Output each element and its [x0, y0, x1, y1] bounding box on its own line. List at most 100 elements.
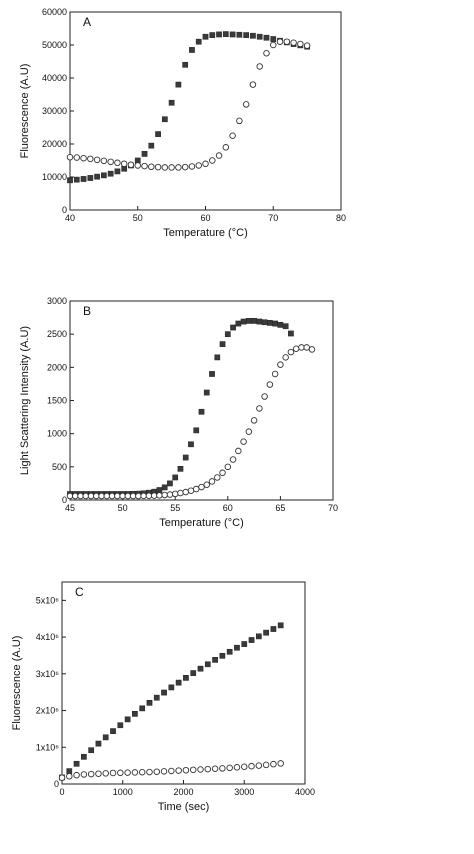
- y-tick-label: 2x10⁶: [36, 706, 60, 716]
- data-point-circle: [261, 393, 268, 400]
- data-point-circle: [66, 153, 74, 161]
- data-point-circle: [127, 161, 135, 169]
- data-point-square: [182, 61, 189, 68]
- y-tick-label: 40000: [42, 73, 67, 83]
- data-point-square: [288, 330, 294, 337]
- data-point-circle: [98, 492, 105, 500]
- data-point-circle: [154, 163, 162, 171]
- data-point-square: [95, 740, 102, 747]
- data-point-square: [222, 31, 229, 37]
- data-point-square: [193, 427, 200, 434]
- data-point-circle: [73, 154, 81, 161]
- data-point-square: [117, 722, 124, 729]
- data-point-square: [124, 716, 131, 723]
- data-point-circle: [66, 492, 74, 500]
- data-point-circle: [175, 767, 182, 774]
- data-point-circle: [153, 768, 161, 775]
- data-point-circle: [117, 769, 124, 777]
- y-tick-label: 30000: [42, 106, 67, 116]
- x-tick-label: 80: [336, 213, 346, 223]
- data-point-circle: [242, 101, 250, 108]
- data-point-circle: [198, 483, 205, 491]
- data-point-circle: [195, 162, 202, 169]
- data-point-circle: [160, 768, 168, 775]
- x-tick-label: 50: [133, 213, 143, 223]
- data-point-circle: [202, 160, 209, 168]
- data-point-square: [189, 47, 195, 53]
- data-point-square: [132, 711, 138, 717]
- data-point-square: [88, 747, 95, 754]
- data-point-circle: [73, 771, 80, 779]
- data-point-circle: [287, 348, 295, 356]
- data-point-circle: [292, 345, 300, 353]
- data-point-square: [167, 480, 173, 487]
- data-point-circle: [219, 469, 226, 477]
- data-point-square: [203, 389, 210, 396]
- data-point-square: [270, 626, 277, 632]
- data-point-circle: [208, 478, 216, 485]
- data-point-circle: [141, 162, 148, 170]
- y-tick-label: 4x10⁶: [36, 632, 60, 642]
- x-tick-label: 60: [223, 503, 233, 513]
- data-point-circle: [277, 361, 284, 368]
- data-point-square: [229, 31, 236, 38]
- data-point-square: [141, 151, 148, 157]
- data-point-square: [267, 320, 273, 326]
- data-point-square: [168, 99, 175, 106]
- y-tick-label: 1000: [47, 429, 67, 439]
- data-point-circle: [189, 766, 197, 774]
- plot-frame: [61, 581, 306, 785]
- data-point-circle: [182, 766, 190, 774]
- data-point-square: [175, 679, 182, 686]
- data-point-square: [209, 32, 216, 38]
- data-point-circle: [171, 490, 179, 498]
- data-point-circle: [87, 770, 95, 778]
- data-point-circle: [224, 463, 232, 471]
- data-point-square: [73, 760, 80, 767]
- data-point-circle: [82, 492, 90, 500]
- data-point-circle: [107, 158, 114, 166]
- data-point-square: [219, 652, 226, 659]
- data-point-circle: [100, 157, 108, 165]
- data-point-square: [263, 629, 269, 636]
- data-point-square: [114, 168, 121, 175]
- x-tick-label: 0: [59, 787, 64, 797]
- data-point-square: [87, 175, 94, 181]
- data-point-circle: [298, 344, 305, 351]
- y-tick-label: 0: [62, 205, 67, 215]
- data-point-circle: [211, 765, 219, 773]
- data-point-square: [161, 484, 168, 491]
- data-point-square: [156, 487, 163, 493]
- y-tick-label: 50000: [42, 40, 67, 50]
- data-point-circle: [161, 164, 169, 171]
- data-point-circle: [150, 492, 158, 499]
- y-tick-label: 5x10⁶: [36, 595, 60, 605]
- data-point-circle: [219, 765, 226, 772]
- data-point-square: [155, 131, 161, 137]
- y-tick-label: 2500: [47, 329, 67, 339]
- data-point-circle: [233, 764, 241, 771]
- x-tick-label: 3000: [234, 787, 254, 797]
- data-point-circle: [192, 485, 200, 493]
- data-point-circle: [248, 762, 255, 770]
- data-point-circle: [204, 765, 212, 773]
- data-point-circle: [93, 492, 100, 500]
- data-point-circle: [226, 764, 233, 772]
- y-tick-label: 60000: [42, 7, 67, 17]
- data-point-circle: [135, 492, 142, 500]
- data-point-circle: [77, 492, 84, 500]
- data-point-circle: [87, 155, 94, 163]
- y-tick-label: 500: [52, 462, 67, 472]
- chart-panel-b: 45 50 55 60 65 70 0 500 1000 1500 2000 2500 3000 Temp…: [19, 296, 338, 529]
- data-point-circle: [271, 370, 279, 378]
- data-point-circle: [124, 492, 132, 500]
- data-point-square: [161, 689, 167, 696]
- x-axis-label: Temperature (°C): [163, 227, 247, 239]
- data-point-square: [139, 705, 146, 712]
- data-point-square: [243, 32, 250, 38]
- data-point-square: [94, 173, 100, 180]
- y-tick-label: 1x10⁶: [36, 742, 60, 752]
- series-filled-square: [59, 622, 284, 781]
- data-point-circle: [187, 487, 195, 494]
- data-point-circle: [245, 428, 253, 435]
